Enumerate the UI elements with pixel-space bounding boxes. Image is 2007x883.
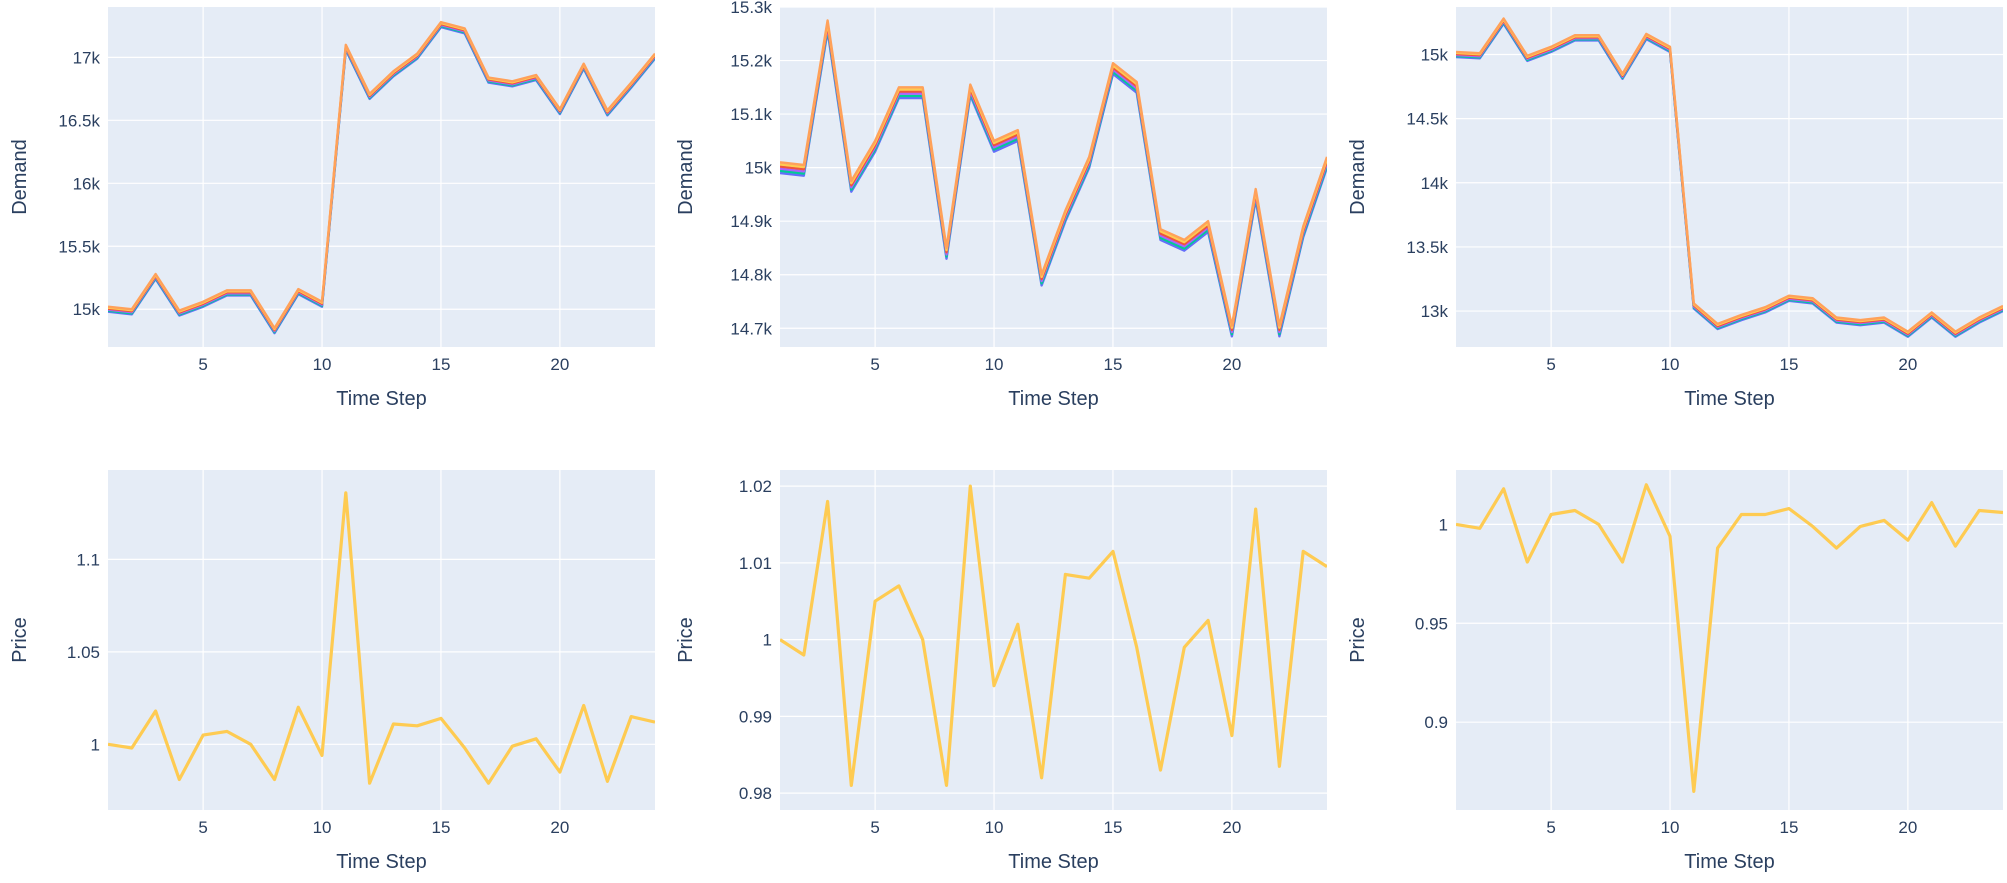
x-axis-title: Time Step [336,388,426,410]
y-tick-label: 1 [1439,515,1448,534]
y-tick-label: 15.5k [58,237,100,256]
subplot-bottom-right: 5 10 15 20 0.9 0.95 1 Time Step Price [1347,470,2003,873]
y-tick-label: 15k [1421,45,1449,64]
x-tick-label: 10 [313,818,332,837]
y-tick-label: 0.9 [1424,713,1448,732]
series-group [108,491,655,785]
y-axis-title: Price [9,617,31,663]
x-tick-label: 10 [1661,355,1680,374]
y-tick-label: 1.1 [76,550,100,569]
series-group [108,20,655,335]
x-axis-title: Time Step [1008,388,1098,410]
x-tick-label: 15 [1779,355,1798,374]
x-tick-label: 5 [198,355,207,374]
y-axis-title: Demand [675,139,697,215]
price-series-line [108,491,655,785]
subplot-top-right: 5 10 15 20 13k 13.5k 14k 14.5k 15k Time Step Deman… [1347,7,2003,410]
x-tick-label: 20 [1222,355,1241,374]
y-axis-title: Price [675,617,697,663]
y-tick-label: 15.3k [730,0,772,17]
y-tick-label: 1 [91,735,100,754]
series-group [1456,483,2003,794]
y-tick-label: 0.95 [1415,614,1448,633]
y-tick-label: 1.02 [739,477,772,496]
y-tick-label: 14.5k [1406,110,1448,129]
x-tick-label: 5 [870,355,879,374]
y-tick-label: 1.01 [739,554,772,573]
series-group [780,484,1327,788]
x-tick-label: 15 [1103,355,1122,374]
x-tick-label: 5 [1546,818,1555,837]
price-series-line [1456,483,2003,794]
x-axis-title: Time Step [1684,388,1774,410]
x-tick-label: 20 [1898,355,1917,374]
x-tick-label: 15 [431,355,450,374]
y-tick-label: 16k [73,174,101,193]
x-tick-label: 15 [1779,818,1798,837]
y-tick-label: 14.7k [730,319,772,338]
demand-series-line [108,20,655,330]
y-tick-label: 14.9k [730,212,772,231]
series-group [780,19,1327,338]
x-tick-label: 5 [198,818,207,837]
x-tick-label: 15 [1103,818,1122,837]
demand-series-line [1456,17,2003,333]
y-tick-label: 15k [745,159,773,178]
y-tick-label: 0.98 [739,784,772,803]
x-tick-label: 20 [550,355,569,374]
demand-series-line [780,19,1327,327]
x-tick-label: 5 [1546,355,1555,374]
x-tick-label: 10 [1661,818,1680,837]
x-tick-label: 10 [313,355,332,374]
y-tick-label: 1.05 [67,643,100,662]
y-tick-label: 16.5k [58,111,100,130]
x-tick-label: 20 [1222,818,1241,837]
x-tick-label: 10 [985,355,1004,374]
subplot-bottom-left: 5 10 15 20 1 1.05 1.1 Time Step Price [9,470,655,873]
y-axis-title: Demand [1347,139,1369,215]
subplot-bottom-middle: 5 10 15 20 0.98 0.99 1 1.01 1.02 Time Step Price [675,470,1327,873]
subplot-top-middle: 5 10 15 20 14.7k 14.8k 14.9k 15k 15.1k 15.2k 15.3k… [675,0,1327,410]
y-tick-label: 17k [73,48,101,67]
plot-background [1456,7,2003,347]
y-tick-label: 15.2k [730,52,772,71]
plot-background [108,7,655,347]
x-tick-label: 15 [431,818,450,837]
series-group [1456,17,2003,338]
plot-background [780,7,1327,347]
y-tick-label: 15.1k [730,105,772,124]
x-axis-title: Time Step [1008,851,1098,873]
y-axis-title: Price [1347,617,1369,663]
y-tick-label: 14.8k [730,266,772,285]
y-axis-title: Demand [9,139,31,215]
y-tick-label: 13k [1421,302,1449,321]
x-axis-title: Time Step [1684,851,1774,873]
x-tick-label: 20 [550,818,569,837]
y-tick-label: 0.99 [739,707,772,726]
y-tick-label: 13.5k [1406,238,1448,257]
x-tick-label: 10 [985,818,1004,837]
plot-background [1456,470,2003,810]
y-tick-label: 14k [1421,174,1449,193]
price-series-line [780,484,1327,788]
y-tick-label: 1 [763,631,772,650]
subplot-top-left: 5 10 15 20 15k 15.5k 16k 16.5k 17k Time Step Deman… [9,7,655,410]
x-tick-label: 5 [870,818,879,837]
x-axis-title: Time Step [336,851,426,873]
y-tick-label: 15k [73,300,101,319]
x-tick-label: 20 [1898,818,1917,837]
